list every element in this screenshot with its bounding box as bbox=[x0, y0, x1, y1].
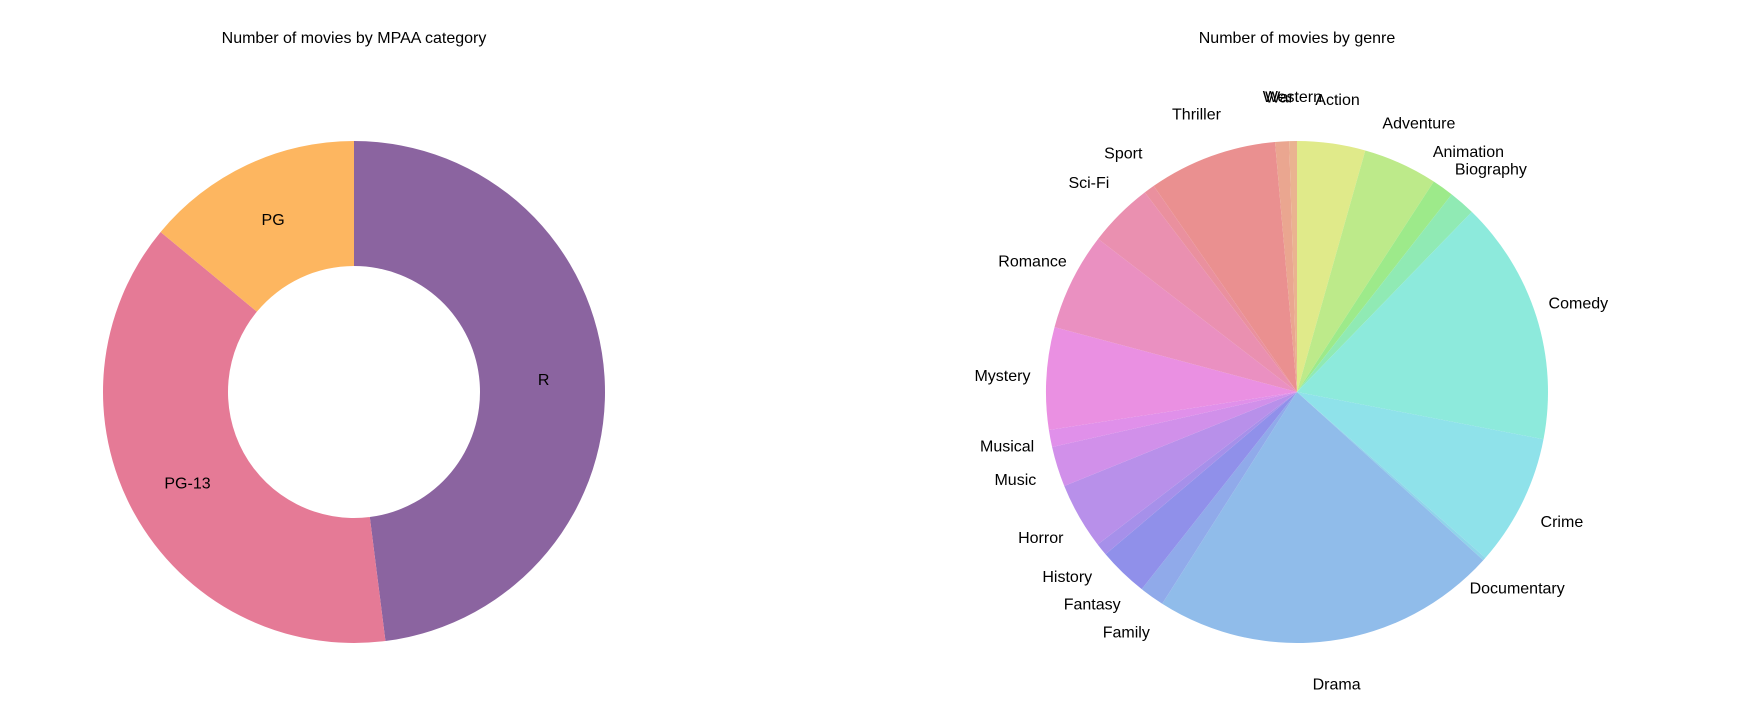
genre-slice-music bbox=[1052, 392, 1297, 486]
genre-label-music: Music bbox=[994, 472, 1036, 489]
genre-slice-animation bbox=[1297, 181, 1452, 392]
genre-label-western: Western bbox=[1263, 89, 1322, 106]
genre-slice-crime bbox=[1297, 392, 1544, 558]
genre-slice-history bbox=[1097, 392, 1297, 555]
mpaa-slice-pg-13 bbox=[102, 232, 386, 643]
genre-label-history: History bbox=[1042, 569, 1092, 586]
genre-pie-chart: Number of movies by genre Action Adventur… bbox=[974, 30, 1608, 693]
genre-label-thriller: Thriller bbox=[1172, 107, 1222, 124]
genre-label-documentary: Documentary bbox=[1470, 580, 1565, 597]
genre-slice-biography bbox=[1297, 194, 1472, 392]
genre-slice-action bbox=[1297, 141, 1366, 392]
genre-label-crime: Crime bbox=[1541, 514, 1584, 531]
genre-slice-fantasy bbox=[1105, 392, 1297, 590]
genre-label-romance: Romance bbox=[998, 253, 1067, 270]
genre-label-family: Family bbox=[1103, 625, 1150, 642]
genre-label-sport: Sport bbox=[1104, 146, 1143, 163]
genre-slice-musical bbox=[1048, 392, 1297, 447]
chart-title-mpaa: Number of movies by MPAA category bbox=[222, 30, 487, 47]
genre-label-comedy: Comedy bbox=[1549, 295, 1609, 312]
genre-slice-mystery bbox=[1046, 327, 1297, 430]
mpaa-donut-chart: Number of movies by MPAA category R PG-13… bbox=[102, 30, 606, 643]
genre-label-drama: Drama bbox=[1313, 676, 1361, 693]
genre-slice-sci-fi bbox=[1098, 192, 1297, 392]
genre-slice-family bbox=[1141, 392, 1297, 604]
genre-slice-romance bbox=[1054, 238, 1297, 392]
mpaa-label-pg-13: PG-13 bbox=[164, 476, 210, 493]
genre-label-biography: Biography bbox=[1455, 162, 1527, 179]
mpaa-label-r: R bbox=[538, 372, 550, 389]
genre-slice-war bbox=[1275, 141, 1297, 392]
mpaa-slice-r bbox=[354, 141, 606, 642]
chart-title-genre: Number of movies by genre bbox=[1199, 30, 1396, 47]
genre-slice-horror bbox=[1064, 392, 1297, 545]
genre-slice-documentary bbox=[1297, 392, 1486, 561]
genre-slice-sport bbox=[1144, 185, 1297, 392]
genre-label-mystery: Mystery bbox=[974, 368, 1030, 385]
genre-label-fantasy: Fantasy bbox=[1064, 596, 1121, 613]
genre-slice-western bbox=[1289, 141, 1297, 392]
genre-slice-thriller bbox=[1153, 141, 1297, 392]
mpaa-slice-pg bbox=[160, 141, 354, 312]
mpaa-label-pg: PG bbox=[262, 212, 285, 229]
genre-label-horror: Horror bbox=[1018, 530, 1064, 547]
genre-label-action: Action bbox=[1315, 92, 1359, 109]
genre-label-adventure: Adventure bbox=[1382, 115, 1455, 132]
genre-label-sci-fi: Sci-Fi bbox=[1068, 175, 1109, 192]
genre-slice-comedy bbox=[1297, 211, 1548, 440]
genre-label-animation: Animation bbox=[1433, 144, 1504, 161]
genre-label-war: War bbox=[1265, 90, 1294, 107]
genre-slice-adventure bbox=[1297, 150, 1434, 392]
genre-slice-drama bbox=[1162, 392, 1484, 643]
genre-label-musical: Musical bbox=[980, 439, 1034, 456]
